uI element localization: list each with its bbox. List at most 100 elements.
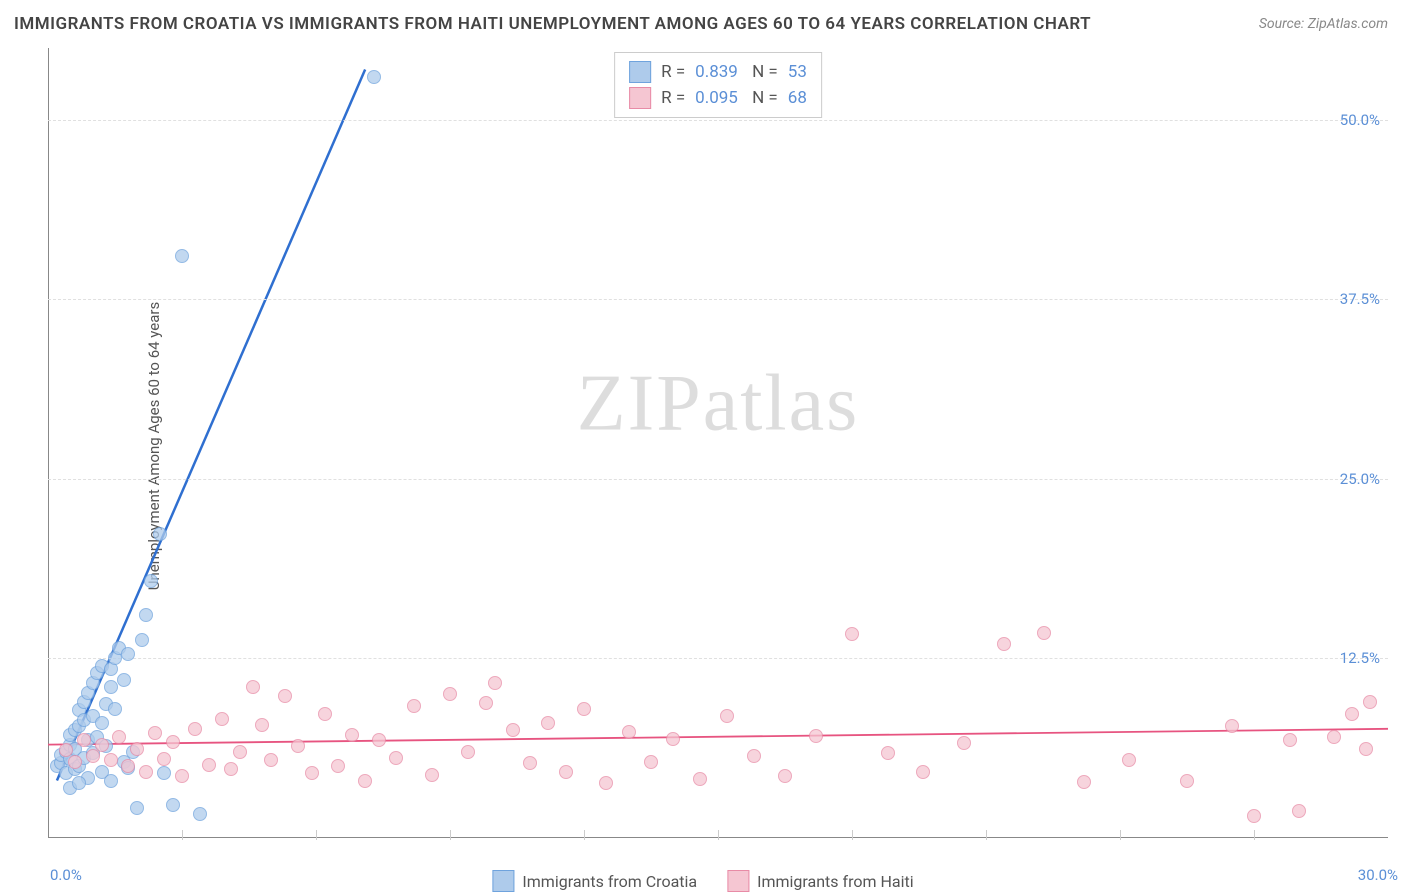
data-point (95, 738, 109, 752)
data-point (488, 676, 502, 690)
bottom-legend: Immigrants from Croatia Immigrants from … (492, 870, 913, 892)
data-point (291, 739, 305, 753)
data-point (175, 769, 189, 783)
data-point (720, 709, 734, 723)
r-value-croatia: 0.839 (695, 62, 738, 82)
data-point (153, 527, 167, 541)
data-point (747, 749, 761, 763)
data-point (104, 753, 118, 767)
stats-legend-box: R =0.839 N =53 R =0.095 N =68 (614, 52, 822, 118)
legend-label-haiti: Immigrants from Haiti (757, 872, 913, 891)
data-point (86, 749, 100, 763)
swatch-haiti (629, 87, 651, 109)
data-point (255, 718, 269, 732)
watermark: ZIPatlas (577, 358, 860, 449)
data-point (622, 725, 636, 739)
swatch-croatia (629, 61, 651, 83)
data-point (175, 249, 189, 263)
y-axis-line (48, 48, 49, 838)
data-point (1363, 695, 1377, 709)
data-point (108, 702, 122, 716)
x-tick (986, 830, 987, 840)
x-tick (1254, 830, 1255, 840)
data-point (1077, 775, 1091, 789)
data-point (916, 765, 930, 779)
data-point (130, 801, 144, 815)
data-point (193, 807, 207, 821)
data-point (166, 798, 180, 812)
data-point (479, 696, 493, 710)
data-point (1122, 753, 1136, 767)
data-point (112, 730, 126, 744)
data-point (117, 673, 131, 687)
data-point (135, 633, 149, 647)
data-point (121, 647, 135, 661)
data-point (461, 745, 475, 759)
x-tick (584, 830, 585, 840)
data-point (95, 716, 109, 730)
data-point (157, 766, 171, 780)
data-point (443, 687, 457, 701)
data-point (246, 680, 260, 694)
data-point (372, 733, 386, 747)
data-point (367, 70, 381, 84)
data-point (77, 733, 91, 747)
data-point (121, 759, 135, 773)
swatch-croatia-icon (492, 870, 514, 892)
n-value-croatia: 53 (788, 62, 807, 82)
data-point (644, 755, 658, 769)
data-point (559, 765, 573, 779)
y-tick-label: 37.5% (1340, 290, 1380, 308)
data-point (1225, 719, 1239, 733)
data-point (139, 608, 153, 622)
swatch-haiti-icon (727, 870, 749, 892)
data-point (425, 768, 439, 782)
data-point (278, 689, 292, 703)
trend-lines-svg (48, 48, 1388, 838)
data-point (693, 772, 707, 786)
data-point (233, 745, 247, 759)
x-tick (852, 830, 853, 840)
data-point (104, 680, 118, 694)
n-value-haiti: 68 (788, 88, 807, 108)
data-point (599, 776, 613, 790)
y-tick-label: 50.0% (1340, 111, 1380, 129)
data-point (202, 758, 216, 772)
data-point (809, 729, 823, 743)
data-point (1327, 730, 1341, 744)
source-attribution: Source: ZipAtlas.com (1259, 16, 1388, 32)
x-tick (1120, 830, 1121, 840)
data-point (1345, 707, 1359, 721)
grid-line (48, 120, 1388, 121)
data-point (1247, 809, 1261, 823)
y-tick-label: 12.5% (1340, 649, 1380, 667)
x-tick (182, 830, 183, 840)
data-point (104, 774, 118, 788)
data-point (215, 712, 229, 726)
data-point (264, 753, 278, 767)
data-point (778, 769, 792, 783)
data-point (130, 742, 144, 756)
data-point (166, 735, 180, 749)
data-point (345, 728, 359, 742)
data-point (577, 702, 591, 716)
data-point (224, 762, 238, 776)
data-point (1180, 774, 1194, 788)
data-point (523, 756, 537, 770)
data-point (318, 707, 332, 721)
stats-row-croatia: R =0.839 N =53 (629, 59, 807, 85)
chart-plot-area: ZIPatlas R =0.839 N =53 R =0.095 N =68 1… (48, 48, 1388, 838)
legend-item-croatia: Immigrants from Croatia (492, 870, 697, 892)
data-point (881, 746, 895, 760)
x-tick (718, 830, 719, 840)
data-point (139, 765, 153, 779)
grid-line (48, 658, 1388, 659)
data-point (1283, 733, 1297, 747)
legend-label-croatia: Immigrants from Croatia (522, 872, 697, 891)
data-point (144, 574, 158, 588)
x-axis-min-label: 0.0% (50, 866, 82, 884)
data-point (506, 723, 520, 737)
data-point (157, 752, 171, 766)
data-point (68, 755, 82, 769)
data-point (188, 722, 202, 736)
